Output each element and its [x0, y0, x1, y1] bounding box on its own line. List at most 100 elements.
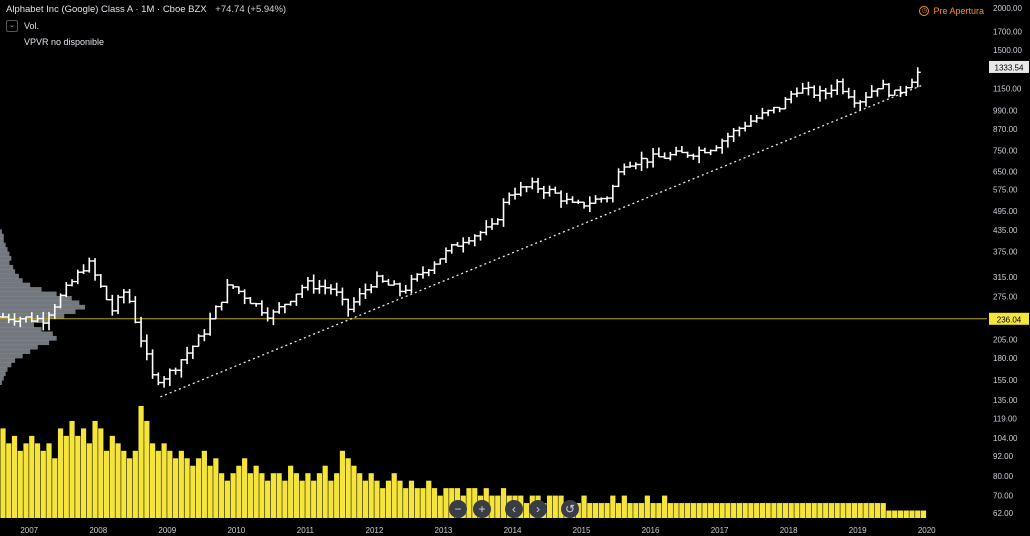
- y-tick-label: 375.00: [993, 247, 1018, 256]
- ohlc-bar: [632, 162, 639, 170]
- volume-bar: [282, 480, 288, 518]
- volume-bar: [489, 495, 495, 518]
- volume-bar: [155, 450, 161, 518]
- volume-bar: [351, 465, 357, 518]
- volume-bar: [334, 473, 340, 518]
- volume-bar: [823, 503, 829, 518]
- x-tick-label: 2010: [227, 526, 245, 535]
- y-tick-label: 650.00: [993, 167, 1018, 176]
- ohlc-bar: [126, 288, 133, 304]
- profile-row: [0, 287, 42, 292]
- volume-bar: [857, 503, 863, 518]
- profile-row: [0, 353, 23, 359]
- ohlc-bar: [684, 151, 691, 158]
- ohlc-bar: [178, 359, 185, 378]
- scroll-left-button[interactable]: ‹: [505, 500, 523, 518]
- price-change: +74.74 (+5.94%): [215, 4, 287, 15]
- volume-bar: [874, 503, 881, 518]
- ohlc-bar: [0, 312, 6, 318]
- y-tick-label: 135.00: [993, 396, 1018, 405]
- volume-bar: [40, 450, 46, 518]
- ohlc-bar: [350, 297, 357, 313]
- ohlc-bar: [201, 329, 208, 342]
- volume-bar: [782, 503, 789, 518]
- zoom-in-button[interactable]: +: [473, 500, 491, 518]
- profile-row: [0, 309, 76, 315]
- volume-bar: [357, 473, 363, 518]
- profile-row: [0, 304, 85, 310]
- volume-bar: [656, 503, 662, 518]
- ohlc-bar: [621, 163, 628, 176]
- volume-bar: [690, 503, 696, 518]
- profile-row: [0, 322, 34, 328]
- market-status: ◷ Pre Apertura: [919, 6, 984, 16]
- ohlc-bar: [701, 147, 708, 154]
- volume-bar: [466, 488, 472, 518]
- ohlc-bar: [57, 293, 64, 309]
- profile-row: [0, 273, 19, 279]
- ohlc-bar: [356, 288, 363, 306]
- ohlc-bar: [368, 284, 375, 294]
- volume-bar: [736, 503, 742, 518]
- y-tick-label: 870.00: [993, 125, 1018, 134]
- ohlc-bar: [97, 274, 104, 288]
- reset-chart-button[interactable]: ↺: [561, 500, 579, 518]
- ohlc-bar: [310, 274, 317, 294]
- ohlc-bar: [333, 282, 340, 297]
- volume-bar: [754, 503, 760, 518]
- scroll-right-button[interactable]: ›: [529, 500, 547, 518]
- volume-bar: [765, 503, 771, 518]
- volume-bar: [805, 503, 812, 518]
- ohlc-bar: [747, 114, 754, 127]
- volume-bar: [621, 495, 627, 518]
- ohlc-bar: [281, 303, 288, 314]
- volume-bar: [52, 458, 58, 518]
- ohlc-bar: [713, 145, 720, 152]
- profile-row: [0, 340, 50, 346]
- volume-bar: [615, 503, 622, 518]
- ohlc-bar: [512, 187, 519, 200]
- ohlc-bar: [80, 264, 87, 274]
- zoom-out-button[interactable]: −: [449, 500, 467, 518]
- volume-bar: [149, 443, 156, 518]
- ohlc-bar: [172, 367, 179, 375]
- volume-bar: [633, 503, 639, 518]
- ohlc-bar: [149, 349, 156, 379]
- ohlc-bar: [736, 126, 743, 137]
- volume-bar: [247, 473, 253, 518]
- ohlc-bar: [442, 247, 449, 263]
- volume-bar: [29, 435, 35, 518]
- volume-bar: [437, 495, 443, 518]
- ohlc-bar: [414, 273, 421, 282]
- ohlc-bar: [765, 109, 772, 117]
- x-tick-label: 2016: [642, 526, 660, 535]
- volume-indicator-row[interactable]: ⌄ Vol.: [6, 20, 39, 32]
- ohlc-bar: [258, 300, 265, 316]
- ohlc-bar: [477, 230, 484, 241]
- volume-bar: [604, 503, 610, 518]
- volume-label: Vol.: [24, 21, 40, 31]
- vpvr-label: VPVR no disponible: [24, 37, 105, 47]
- volume-bar: [610, 495, 616, 518]
- trendline[interactable]: [160, 84, 924, 398]
- profile-row: [0, 335, 57, 341]
- volume-bar: [667, 503, 673, 518]
- x-tick-label: 2015: [573, 526, 591, 535]
- volume-bar: [863, 503, 869, 518]
- volume-bar: [592, 503, 599, 518]
- ohlc-bar: [707, 149, 714, 156]
- volume-bar: [851, 503, 858, 518]
- profile-row: [0, 269, 16, 275]
- ohlc-bar: [604, 196, 611, 203]
- ohlc-bar: [575, 199, 582, 205]
- ohlc-bar: [28, 312, 35, 323]
- volume-bar: [224, 480, 230, 518]
- volume-bar: [915, 510, 921, 518]
- ohlc-bar: [327, 284, 334, 295]
- y-tick-label: 750.00: [993, 147, 1018, 156]
- chevron-down-icon[interactable]: ⌄: [6, 20, 18, 32]
- ohlc-bar: [316, 279, 323, 294]
- ohlc-bar: [552, 186, 559, 194]
- volume-bar: [362, 480, 369, 518]
